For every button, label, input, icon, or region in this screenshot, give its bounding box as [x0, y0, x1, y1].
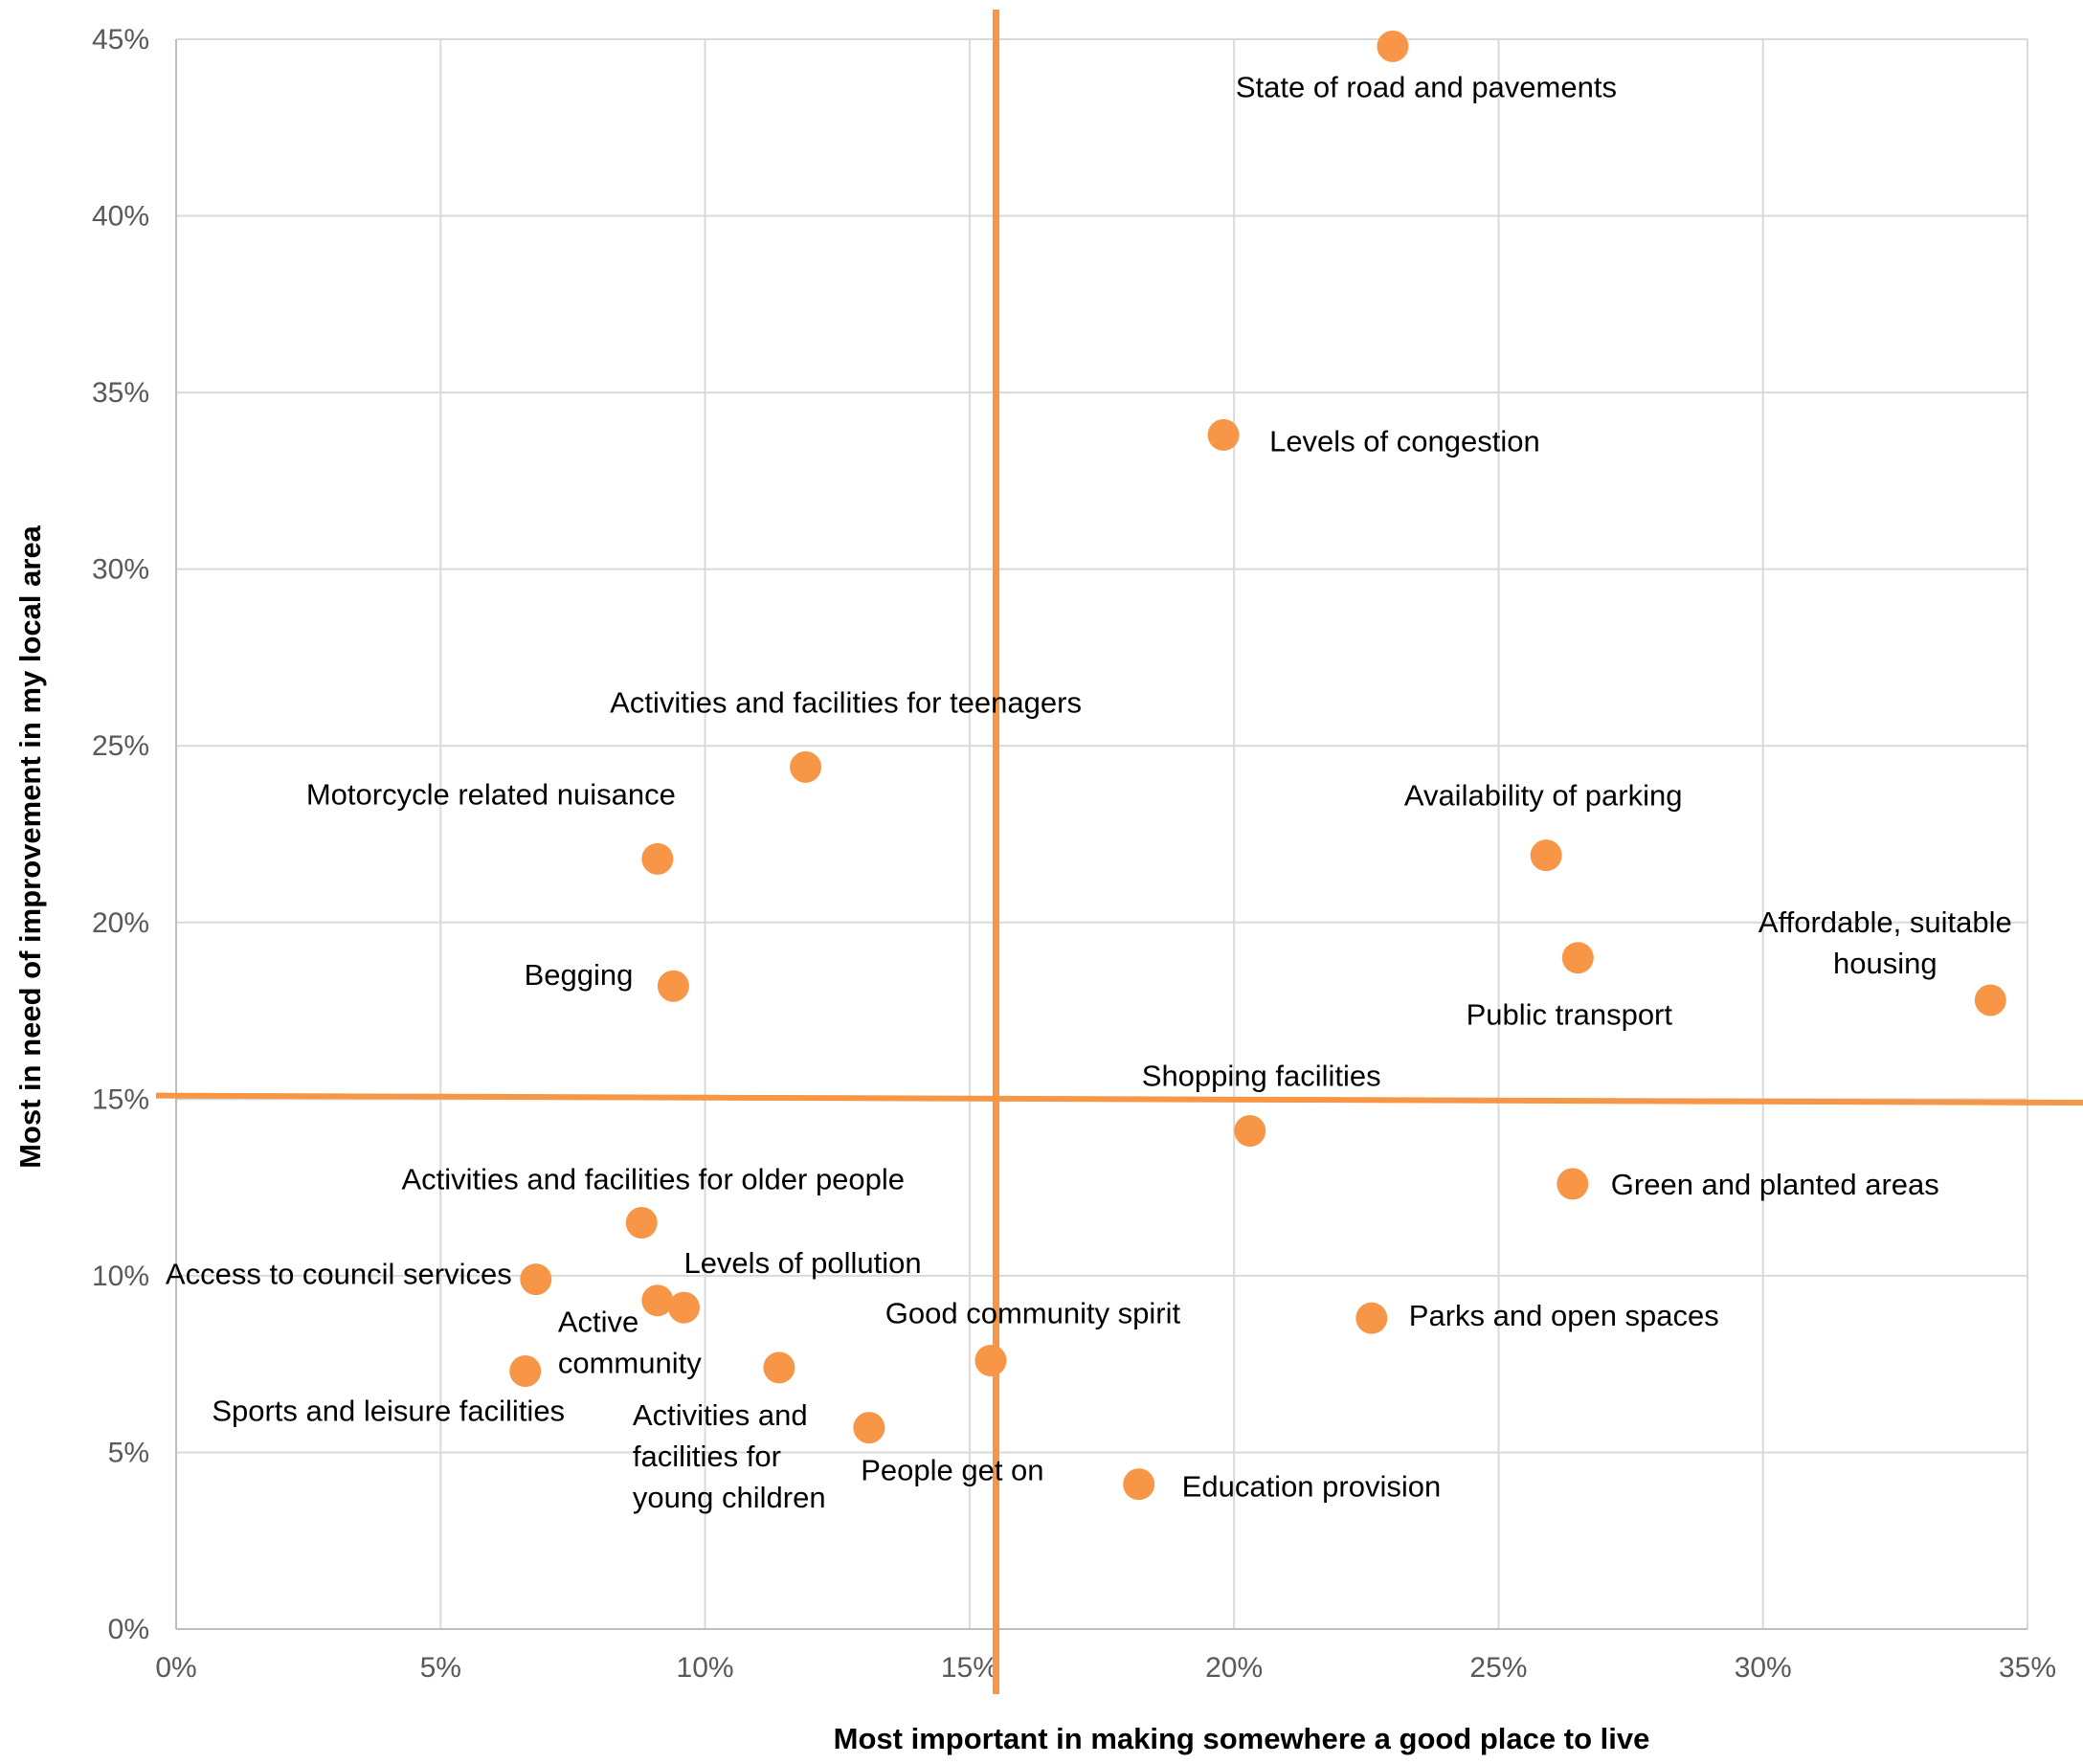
scatter-point — [509, 1355, 542, 1388]
scatter-point — [520, 1263, 552, 1296]
y-tick-label: 30% — [92, 554, 149, 586]
point-labels: State of road and pavements Levels of con… — [166, 70, 2012, 1513]
point-label: Good community spirit — [885, 1296, 1181, 1329]
point-label: Parks and open spaces — [1409, 1299, 1719, 1332]
x-axis-title: Most important in making somewhere a goo… — [834, 1722, 1650, 1755]
scatter-point — [641, 842, 674, 875]
x-tick-label: 25% — [1469, 1652, 1527, 1684]
point-label: Activities and facilities for teenagers — [610, 685, 1082, 719]
point-label: Active community — [558, 1306, 702, 1380]
x-tick-label: 5% — [420, 1652, 461, 1684]
point-label: Levels of pollution — [683, 1246, 921, 1280]
scatter-point — [1557, 1168, 1589, 1200]
scatter-point — [657, 970, 689, 1002]
y-tick-label: 40% — [92, 201, 149, 233]
point-label: Education provision — [1182, 1470, 1442, 1504]
scatter-point — [1355, 1302, 1388, 1334]
data-points — [509, 30, 2006, 1501]
y-tick-label: 20% — [92, 907, 149, 939]
x-tick-label: 35% — [1999, 1652, 2056, 1684]
scatter-point — [641, 1284, 674, 1317]
scatter-point — [1377, 30, 1409, 62]
y-tick-label: 25% — [92, 730, 149, 762]
x-tick-label: 20% — [1205, 1652, 1263, 1684]
point-label: People get on — [861, 1454, 1043, 1487]
grid-lines — [176, 38, 2028, 1629]
point-label: Public transport — [1467, 998, 1673, 1032]
scatter-point — [1974, 984, 2006, 1016]
scatter-point — [853, 1412, 885, 1444]
point-label: Sports and leisure facilities — [212, 1395, 565, 1428]
y-tick-label: 10% — [92, 1261, 149, 1292]
point-label: State of road and pavements — [1236, 70, 1617, 103]
scatter-point — [1207, 418, 1240, 451]
point-label: Access to council services — [166, 1258, 512, 1291]
point-label: Activities and facilities for older peop… — [401, 1163, 905, 1196]
point-label: Motorcycle related nuisance — [306, 777, 676, 811]
x-tick-label: 0% — [155, 1652, 196, 1684]
scatter-point — [1561, 942, 1594, 974]
point-label: Affordable, suitable housing — [1758, 905, 2012, 980]
x-tick-label: 10% — [677, 1652, 734, 1684]
scatter-point — [1234, 1115, 1266, 1148]
y-axis-title: Most in need of improvement in my local … — [13, 525, 47, 1169]
scatter-point — [1530, 839, 1562, 872]
y-tick-label: 0% — [108, 1614, 149, 1645]
point-label: Availability of parking — [1404, 779, 1683, 813]
scatter-point — [790, 750, 822, 783]
scatter-point — [974, 1344, 1007, 1376]
scatter-point — [1123, 1468, 1155, 1501]
y-tick-label: 5% — [108, 1437, 149, 1468]
y-tick-label: 35% — [92, 377, 149, 409]
point-label: Activities and facilities for young childr… — [633, 1398, 826, 1514]
x-tick-label: 15% — [941, 1652, 998, 1684]
horizontal-quadrant-line — [155, 1092, 2083, 1106]
y-tick-label: 15% — [92, 1083, 149, 1115]
scatter-point — [763, 1351, 795, 1384]
point-label: Begging — [525, 958, 634, 992]
y-tick-label: 45% — [92, 24, 149, 56]
scatter-point — [625, 1207, 658, 1239]
x-tick-label: 30% — [1735, 1652, 1792, 1684]
axes: 0% 5% 10% 15% 20% 25% 30% 35% 40% 45% 0% 5% 10% 15% 20… — [92, 24, 2056, 1684]
point-label: Green and planted areas — [1611, 1168, 1939, 1201]
point-label: Shopping facilities — [1142, 1060, 1381, 1093]
point-label: Levels of congestion — [1269, 424, 1540, 458]
scatter-point — [667, 1291, 700, 1324]
quadrant-lines — [155, 10, 2083, 1694]
